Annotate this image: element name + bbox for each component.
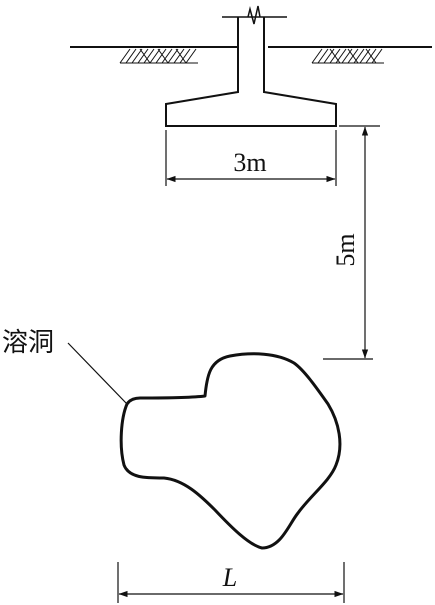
- cave-label: 溶洞: [2, 328, 54, 357]
- footing-width-dimension: [165, 130, 337, 186]
- depth-dimension: [323, 125, 380, 360]
- column-stub: [165, 5, 337, 127]
- cave-span-label: L: [222, 563, 237, 592]
- cave-leader-line: [67, 342, 128, 405]
- karst-cave-outline: [119, 352, 342, 550]
- depth-label: 5m: [331, 233, 360, 266]
- soil-hatch-left: [119, 48, 198, 64]
- soil-hatch-right: [311, 48, 384, 64]
- width-label: 3m: [233, 148, 266, 177]
- cave-span-dimension: [117, 562, 345, 603]
